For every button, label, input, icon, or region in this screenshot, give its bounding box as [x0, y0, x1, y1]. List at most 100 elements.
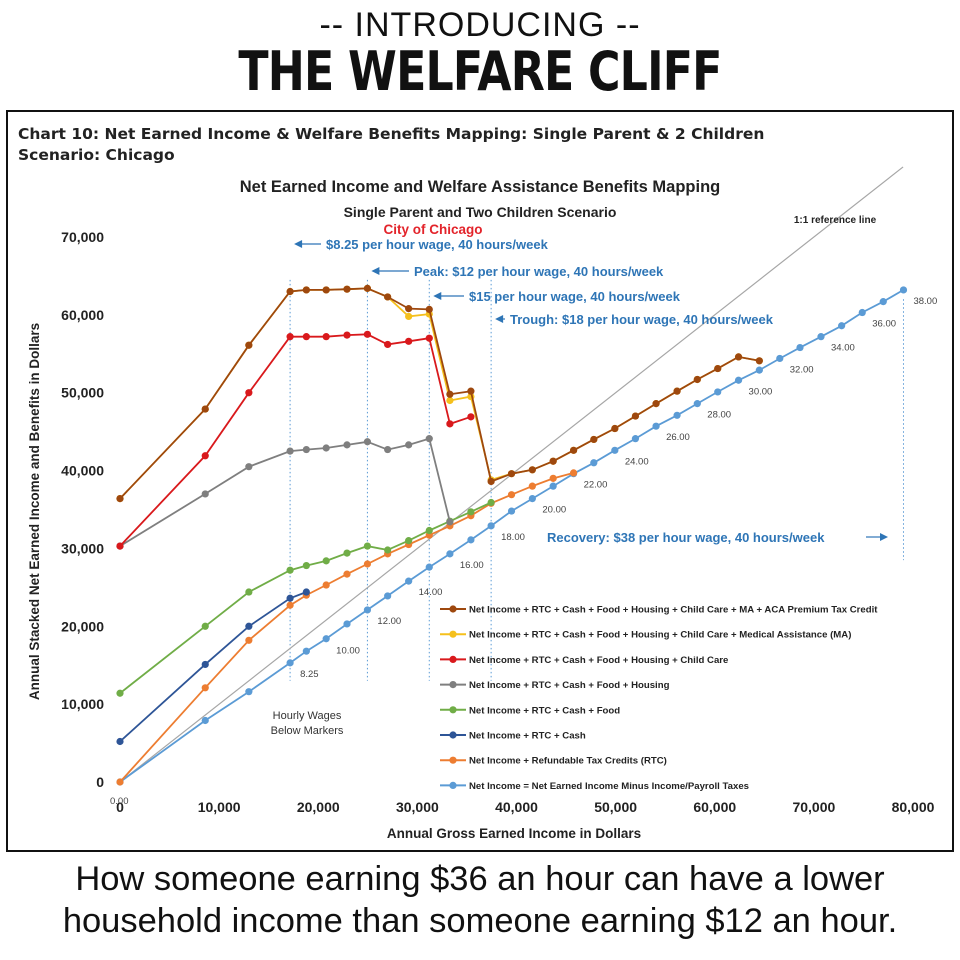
series-point	[549, 482, 557, 490]
series-point	[245, 463, 253, 471]
annotation-text: $15 per hour wage, 40 hours/week	[469, 289, 681, 304]
series-point	[446, 550, 454, 558]
x-tick-label: 30,000	[396, 799, 439, 815]
annotation-text: Trough: $18 per hour wage, 40 hours/week	[510, 312, 774, 327]
series-point	[116, 495, 124, 503]
series-point	[673, 387, 681, 395]
series-point	[899, 286, 908, 294]
footer-caption: How someone earning $36 an hour can have…	[0, 858, 960, 942]
series-point	[487, 477, 495, 486]
series-point	[425, 526, 433, 535]
series-point	[286, 287, 294, 296]
series-point	[796, 343, 804, 352]
chart-box-title-line1: Chart 10: Net Earned Income & Welfare Be…	[18, 125, 765, 143]
series-point	[343, 549, 351, 557]
series-point	[528, 466, 536, 474]
series-point	[528, 495, 536, 503]
series-point	[116, 737, 124, 746]
series-point	[302, 561, 310, 570]
y-tick-label: 10,000	[61, 696, 104, 712]
series-point	[384, 592, 392, 600]
y-tick-label: 30,000	[61, 540, 104, 556]
y-tick-label: 60,000	[61, 307, 104, 323]
series-point	[343, 570, 351, 578]
chart-subtitle-city: City of Chicago	[383, 222, 482, 237]
series-point	[879, 298, 887, 306]
legend-swatch-point	[449, 781, 457, 790]
series-point	[286, 601, 294, 609]
series-point	[363, 606, 372, 614]
annotation-arrow-head	[371, 267, 380, 275]
series-point	[507, 507, 516, 515]
y-tick-label: 20,000	[61, 618, 104, 634]
wage-label: 28.00	[707, 410, 731, 421]
series-point	[302, 286, 310, 294]
series-point	[322, 635, 330, 643]
series-point	[446, 518, 454, 526]
legend-entry: Net Income + Refundable Tax Credits (RTC…	[469, 756, 667, 767]
series-point	[507, 491, 516, 499]
series-point	[446, 390, 454, 398]
series-point	[405, 577, 413, 585]
series-point	[652, 400, 660, 408]
series-point	[116, 542, 124, 550]
series-point	[467, 508, 475, 516]
series-line	[119, 472, 574, 783]
footer-line2: household income than someone earning $1…	[62, 902, 898, 940]
annotation: Recovery: $38 per hour wage, 40 hours/we…	[547, 530, 888, 545]
series-point	[363, 330, 372, 338]
series-point	[286, 659, 294, 667]
x-tick-label: 40,000	[495, 799, 538, 815]
series-point	[322, 581, 330, 589]
series-point	[116, 778, 124, 786]
series-point	[302, 333, 310, 341]
series-point	[467, 387, 475, 395]
x-tick-label: 20,000	[297, 799, 340, 815]
series-point	[116, 689, 124, 697]
series-point	[322, 557, 330, 565]
series-point	[569, 446, 578, 454]
series-point	[549, 474, 557, 482]
series-point	[286, 447, 294, 455]
series-point	[245, 636, 253, 644]
series-point	[817, 333, 825, 341]
series-point	[446, 396, 454, 405]
series-point	[693, 375, 701, 384]
x-tick-label: 10,000	[198, 799, 241, 815]
header-intro: -- INTRODUCING --	[319, 6, 641, 44]
chart-title: Net Earned Income and Welfare Assistance…	[240, 178, 720, 196]
series-point	[201, 716, 209, 725]
series-point	[405, 337, 413, 345]
legend-swatch-point	[449, 756, 457, 764]
reference-line-label: 1:1 reference line	[794, 215, 877, 226]
series-point	[245, 688, 253, 696]
series-point	[734, 353, 743, 361]
wage-label: 32.00	[790, 364, 814, 375]
series-point	[302, 647, 310, 655]
series-point	[734, 376, 743, 384]
series-point	[425, 305, 433, 314]
series-point	[343, 285, 351, 293]
wage-label: 38.00	[913, 296, 937, 307]
series-point	[384, 445, 392, 454]
series-point	[507, 470, 516, 478]
series-point	[363, 284, 372, 292]
wage-label: 24.00	[625, 456, 649, 467]
chart-subtitle: Single Parent and Two Children Scenario	[344, 204, 617, 220]
y-tick-label: 70,000	[61, 229, 104, 245]
series-point	[590, 459, 598, 467]
series-point	[384, 293, 392, 301]
series-point	[446, 420, 454, 428]
legend-swatch-point	[449, 681, 457, 689]
series-point	[363, 438, 372, 446]
series-point	[343, 441, 351, 449]
wage-label: 8.25	[300, 669, 319, 680]
series-line	[119, 437, 451, 547]
annotation-arrow-head	[433, 292, 442, 300]
series-point	[286, 333, 294, 341]
series-point	[245, 588, 253, 596]
y-axis-label: Annual Stacked Net Earned Income and Ben…	[27, 323, 42, 700]
legend-swatch-point	[449, 605, 457, 613]
x-tick-label: 60,000	[693, 799, 736, 815]
